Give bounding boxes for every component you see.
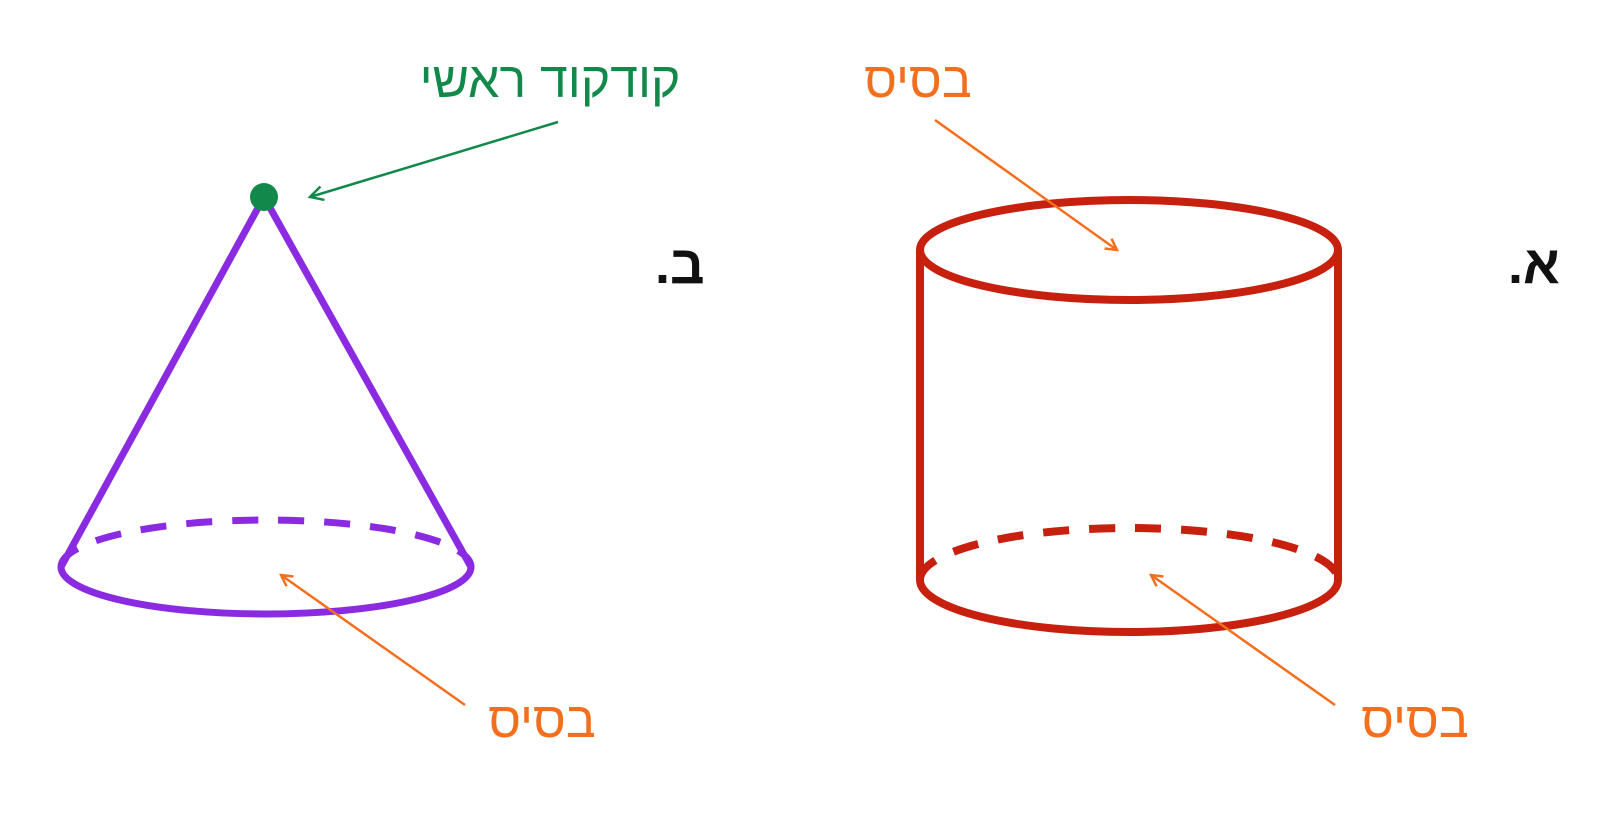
cylinder-top-base-arrow <box>934 118 1117 250</box>
cone-base-arrow <box>281 575 466 707</box>
cone-base <box>57 566 475 618</box>
cylinder-bottom-base-arrow <box>1151 575 1336 707</box>
cone-apex-label: קודקוד ראשי <box>420 52 681 108</box>
cone-figure <box>57 183 475 618</box>
cone-base-hidden-edge <box>57 516 475 568</box>
cylinder-top-base-label: בסיס <box>864 52 971 108</box>
cylinder-bottom-base <box>916 579 1342 636</box>
figure-b-label: ב. <box>655 235 705 295</box>
cone-apex-arrow <box>310 120 559 197</box>
cylinder-top-base <box>916 196 1342 304</box>
cylinder-bottom-base-label: בסיס <box>1361 692 1468 748</box>
cone-left-side <box>57 195 268 569</box>
cone-right-side <box>260 195 475 569</box>
cylinder-bottom-hidden-edge <box>916 524 1342 581</box>
cone-apex-dot <box>250 183 278 211</box>
cylinder-figure <box>916 196 1342 636</box>
figure-a-label: א. <box>1508 235 1560 295</box>
cone-base-label: בסיס <box>488 692 595 748</box>
